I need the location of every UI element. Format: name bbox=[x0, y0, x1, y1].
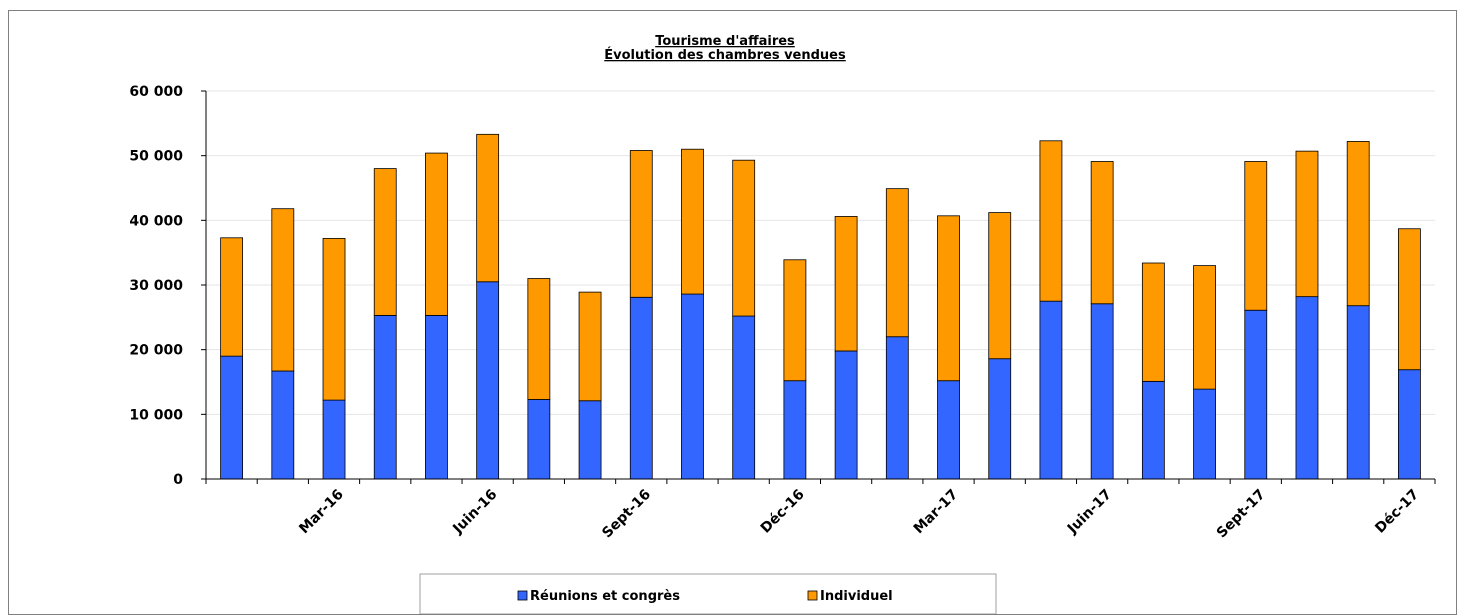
x-tick-label: Sept-16 bbox=[599, 487, 654, 542]
bar-segment-individuel bbox=[1141, 262, 1165, 382]
bar-segment-individuel bbox=[834, 216, 858, 352]
x-tick-label: Mar-16 bbox=[296, 487, 347, 538]
bar-segment-individuel bbox=[578, 291, 602, 402]
bar-segment-individuel bbox=[476, 133, 500, 283]
bar-segment-reunions bbox=[322, 399, 346, 480]
bar-segment-individuel bbox=[425, 152, 448, 316]
bar-segment-reunions bbox=[885, 336, 909, 480]
bar-segment-reunions bbox=[629, 296, 653, 480]
x-tick-label: Sept-17 bbox=[1214, 487, 1269, 542]
y-tick-label: 30 000 bbox=[129, 278, 183, 294]
bar-segment-individuel bbox=[681, 148, 704, 295]
x-tick-label: Mar-17 bbox=[911, 487, 962, 538]
bar-segment-reunions bbox=[1346, 305, 1370, 480]
bar-segment-reunions bbox=[271, 370, 295, 480]
legend-box bbox=[419, 573, 997, 614]
bar-segment-reunions bbox=[1244, 309, 1268, 480]
x-tick-label: Juin-16 bbox=[449, 487, 500, 538]
bar-segment-individuel bbox=[783, 259, 807, 382]
legend-swatch-individuel bbox=[807, 590, 818, 601]
bar-segment-reunions bbox=[1090, 303, 1114, 480]
bar-segment-reunions bbox=[476, 281, 500, 480]
gridlines bbox=[206, 90, 1435, 415]
x-tick-label: Déc-17 bbox=[1372, 487, 1422, 537]
bar-segment-individuel bbox=[1090, 161, 1114, 305]
bar-segment-reunions bbox=[732, 315, 756, 480]
y-tick-label: 50 000 bbox=[129, 149, 183, 165]
y-tick-label: 40 000 bbox=[129, 213, 183, 229]
x-tick-label: Juin-17 bbox=[1064, 487, 1115, 538]
chart-title: Tourisme d'affaires bbox=[655, 34, 795, 49]
bar-segment-reunions bbox=[578, 400, 602, 480]
bar-segment-reunions bbox=[681, 293, 704, 480]
bar-segment-individuel bbox=[1244, 161, 1268, 311]
bar-segment-individuel bbox=[322, 238, 346, 401]
bar-segment-reunions bbox=[1397, 369, 1421, 480]
chart-subtitle: Évolution des chambres vendues bbox=[604, 47, 846, 63]
bar-segment-individuel bbox=[271, 208, 295, 372]
bar-segment-individuel bbox=[885, 188, 909, 338]
legend-label-reunions: Réunions et congrès bbox=[530, 589, 680, 604]
bars bbox=[220, 133, 1421, 480]
bar-segment-reunions bbox=[373, 314, 397, 480]
bar-segment-reunions bbox=[937, 380, 960, 480]
bar-segment-reunions bbox=[220, 355, 244, 480]
bar-segment-reunions bbox=[1193, 388, 1216, 480]
bar-segment-reunions bbox=[425, 314, 448, 480]
bar-segment-individuel bbox=[1193, 265, 1216, 390]
bar-segment-individuel bbox=[937, 215, 960, 382]
chart-frame: Tourisme d'affaires Évolution des chambr… bbox=[8, 10, 1457, 615]
bar-segment-individuel bbox=[1397, 228, 1421, 371]
bar-segment-individuel bbox=[220, 237, 244, 357]
bar-segment-reunions bbox=[834, 350, 858, 480]
bar-segment-reunions bbox=[1295, 296, 1319, 480]
bar-segment-individuel bbox=[629, 150, 653, 298]
bar-segment-individuel bbox=[732, 159, 756, 317]
bar-segment-reunions bbox=[1141, 380, 1165, 480]
bar-segment-individuel bbox=[373, 168, 397, 316]
bar-segment-individuel bbox=[988, 212, 1012, 360]
y-tick-label: 20 000 bbox=[129, 343, 183, 359]
bar-segment-reunions bbox=[1039, 300, 1063, 480]
bar-segment-reunions bbox=[783, 380, 807, 480]
bar-segment-individuel bbox=[1346, 141, 1370, 307]
bar-segment-individuel bbox=[1295, 150, 1319, 298]
y-tick-label: 10 000 bbox=[129, 407, 183, 423]
y-tick-label: 60 000 bbox=[129, 84, 183, 100]
y-tick-label: 0 bbox=[173, 472, 183, 488]
legend-label-individuel: Individuel bbox=[820, 589, 893, 604]
legend: Réunions et congrès Individuel bbox=[419, 573, 997, 614]
legend-swatch-reunions bbox=[517, 590, 528, 601]
x-tick-label: Déc-16 bbox=[758, 487, 808, 537]
bar-segment-reunions bbox=[527, 399, 551, 480]
stacked-bar-chart: Tourisme d'affaires Évolution des chambr… bbox=[129, 34, 1436, 614]
bar-segment-reunions bbox=[988, 358, 1012, 480]
bar-segment-individuel bbox=[527, 278, 551, 400]
bar-segment-individuel bbox=[1039, 140, 1063, 302]
